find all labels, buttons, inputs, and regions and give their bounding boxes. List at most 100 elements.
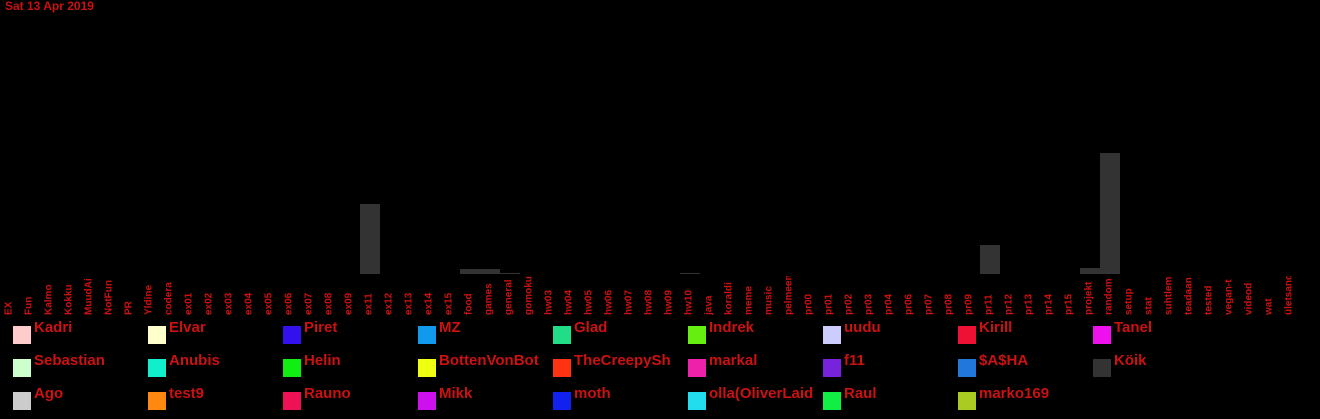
x-tick-label: ex07 [304, 292, 315, 315]
legend-swatch [283, 359, 301, 377]
legend-swatch [13, 326, 31, 344]
legend-label: test9 [169, 385, 204, 402]
legend-label: Rauno [304, 385, 351, 402]
x-tick-label: ex13 [404, 292, 415, 315]
x-tick-label: ex15 [444, 292, 455, 315]
legend-label: TheCreepySh [574, 352, 671, 369]
bar [460, 269, 480, 274]
x-tick-label: tested [1204, 286, 1215, 315]
legend-swatch [418, 392, 436, 410]
legend-label: Raul [844, 385, 877, 402]
legend-label: olla(OliverLaid [709, 385, 813, 402]
x-tick-label: Fun [24, 297, 35, 315]
legend-swatch [823, 326, 841, 344]
x-tick-label: pr03 [864, 293, 875, 315]
legend-swatch [148, 359, 166, 377]
x-tick-label: hw07 [624, 290, 635, 315]
x-tick-label: EX [4, 301, 15, 315]
x-tick-label: videod [1244, 283, 1255, 315]
x-tick-label: hw05 [584, 290, 595, 315]
legend-label: BottenVonBot [439, 352, 539, 369]
x-tick-label: pr12 [1004, 293, 1015, 315]
legend-label: f11 [844, 352, 865, 369]
legend-swatch [1093, 326, 1111, 344]
legend-label: Indrek [709, 319, 755, 336]
x-tick-label: codera [164, 282, 175, 315]
bar [480, 269, 500, 274]
legend-swatch [688, 359, 706, 377]
x-tick-label: ex03 [224, 292, 235, 315]
x-tick-label: ex05 [264, 292, 275, 315]
legend-swatch [553, 326, 571, 344]
x-tick-label: ex04 [244, 292, 255, 315]
legend-label: Tanel [1114, 319, 1152, 336]
bar [500, 273, 520, 274]
x-tick-label: hw10 [684, 290, 695, 315]
x-tick-label: Kokku [64, 284, 75, 315]
legend-swatch [958, 326, 976, 344]
legend-label: Glad [574, 319, 607, 336]
x-tick-label: pr11 [984, 294, 995, 315]
x-tick-label: NotFun [104, 280, 115, 315]
x-tick-label: pr14 [1044, 293, 1055, 315]
legend-swatch [553, 392, 571, 410]
x-tick-label: random [1104, 278, 1115, 315]
bar [360, 204, 380, 274]
legend-swatch [958, 392, 976, 410]
x-tick-label: MuudAi [84, 278, 95, 315]
legend-label: $A$HA [979, 352, 1028, 369]
x-tick-label: pelmeen [784, 274, 795, 315]
x-tick-label: pr09 [964, 293, 975, 315]
x-tick-label: stat [1144, 297, 1155, 315]
legend-label: MZ [439, 319, 461, 336]
x-tick-label: teadaan [1184, 277, 1195, 315]
legend-label: Kirill [979, 319, 1012, 336]
legend-label: Sebastian [34, 352, 105, 369]
legend-label: Mikk [439, 385, 473, 402]
legend-label: moth [574, 385, 611, 402]
legend-swatch [823, 392, 841, 410]
x-tick-label: hw04 [564, 290, 575, 315]
legend-label: Piret [304, 319, 337, 336]
legend-label: Anubis [169, 352, 220, 369]
legend-swatch [283, 392, 301, 410]
x-tick-label: gomoku [524, 276, 535, 315]
x-tick-label: ex02 [204, 292, 215, 315]
x-tick-label: pr04 [884, 293, 895, 315]
x-tick-label: general [504, 279, 515, 315]
x-tick-label: pr00 [804, 293, 815, 315]
x-tick-label: suhtlem [1164, 277, 1175, 315]
x-tick-label: hw06 [604, 290, 615, 315]
x-tick-label: projekt [1084, 281, 1095, 315]
x-tick-label: pr08 [944, 293, 955, 315]
x-tick-label: meme [744, 286, 755, 315]
legend-label: Ago [34, 385, 63, 402]
legend-swatch [688, 326, 706, 344]
chart-title: Sat 13 Apr 2019 [5, 0, 94, 13]
category-labels: EX Fun Kalmo Kokku MuudAi NotFun PR Yldine coder… [4, 274, 1295, 316]
x-tick-label: pr13 [1024, 293, 1035, 315]
bar [1100, 153, 1120, 274]
x-tick-label: games [484, 283, 495, 315]
legend-label: uudu [844, 319, 881, 336]
legend-swatch [418, 359, 436, 377]
x-tick-label: pr15 [1064, 293, 1075, 315]
legend-label: Köik [1114, 352, 1147, 369]
legend-label: Elvar [169, 319, 206, 336]
x-tick-label: food [464, 293, 475, 315]
x-tick-label: ületsand [1284, 274, 1295, 315]
x-tick-label: pr07 [924, 293, 935, 315]
x-tick-label: vegan-t [1224, 279, 1235, 315]
x-tick-label: java [704, 295, 715, 316]
x-tick-label: hw08 [644, 290, 655, 315]
x-tick-label: pr01 [824, 293, 835, 315]
bar [1080, 268, 1100, 274]
x-tick-label: ex08 [324, 292, 335, 315]
legend-label: Kadri [34, 319, 72, 336]
legend-swatch [13, 359, 31, 377]
x-tick-label: Yldine [144, 285, 155, 315]
x-tick-label: music [764, 286, 775, 315]
legend-swatch [283, 326, 301, 344]
x-tick-label: ex01 [184, 292, 195, 315]
